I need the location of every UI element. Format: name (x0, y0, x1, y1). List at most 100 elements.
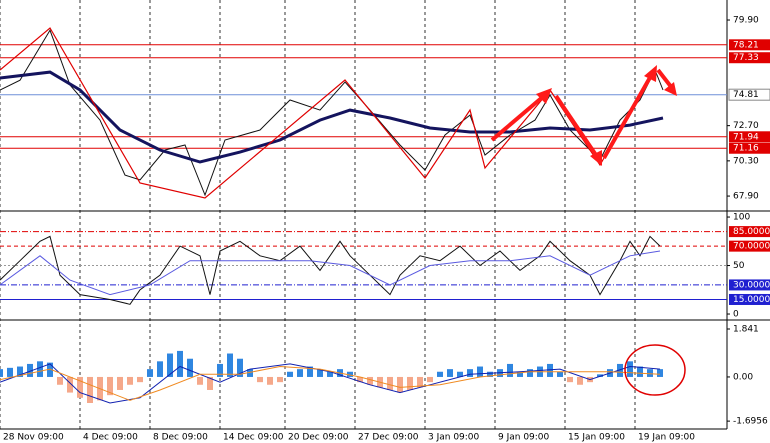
histogram-bar (17, 366, 23, 377)
histogram-bar (37, 361, 43, 377)
histogram-bar (517, 371, 523, 377)
histogram-bar (477, 366, 483, 377)
x-tick-label: 8 Dec 09:00 (153, 433, 208, 443)
level-label: 71.94 (733, 132, 759, 142)
histogram-bar (447, 369, 453, 377)
level-label: 30.0000 (733, 280, 770, 290)
y-tick-label: 70.30 (733, 156, 759, 166)
y-tick-label: -1.6956 (733, 417, 768, 427)
y-tick-label: 50 (733, 261, 745, 271)
histogram-bar (157, 361, 163, 377)
histogram-bar (197, 376, 203, 385)
y-tick-label: 1.841 (733, 325, 759, 335)
histogram-bar (647, 369, 653, 377)
level-label: 74.81 (733, 90, 759, 100)
x-tick-label: 19 Jan 09:00 (638, 433, 695, 443)
histogram-bar (597, 374, 603, 377)
histogram-bar (317, 369, 323, 377)
histogram-bar (27, 363, 33, 377)
histogram-bar (557, 371, 563, 377)
histogram-bar (467, 369, 473, 377)
arrow-head (536, 88, 552, 104)
histogram-bar (177, 350, 183, 377)
histogram-bar (547, 363, 553, 377)
histogram-bar (297, 369, 303, 377)
level-label-box (729, 279, 770, 291)
level-label: 71.16 (733, 144, 759, 154)
histogram-bar (147, 369, 153, 377)
histogram-bar (577, 376, 583, 385)
level-label-box (729, 226, 770, 238)
level-label: 77.33 (733, 53, 759, 63)
histogram-bar (527, 369, 533, 377)
histogram-bar (357, 376, 363, 383)
level-label: 85.0000 (733, 227, 770, 237)
histogram-bar (77, 376, 83, 398)
arrow (656, 68, 674, 90)
annotations (0, 27, 686, 396)
arrow (602, 73, 654, 159)
histogram-bar (287, 371, 293, 377)
x-tick-label: 15 Jan 09:00 (568, 433, 625, 443)
histogram-bar (657, 369, 663, 377)
histogram-bar (387, 376, 393, 390)
level-label-box (729, 39, 770, 51)
histogram-bar (217, 363, 223, 377)
x-tick-label: 4 Dec 09:00 (83, 433, 138, 443)
histogram-bar (627, 361, 633, 377)
arrow-head (664, 82, 677, 96)
x-tick-label: 28 Nov 09:00 (3, 433, 64, 443)
level-label: 70.0000 (733, 242, 770, 252)
level-label: 78.21 (733, 40, 759, 50)
histogram-bar (107, 376, 113, 396)
histogram-bar (507, 363, 513, 377)
x-tick-label: 3 Jan 09:00 (428, 433, 480, 443)
highlight-circle (624, 344, 686, 396)
series-line (0, 363, 661, 404)
x-tick-label: 20 Dec 09:00 (288, 433, 349, 443)
histogram-bar (47, 362, 53, 377)
series-line (0, 365, 661, 401)
histogram-bar (57, 376, 63, 385)
histogram-bar (487, 371, 493, 377)
histogram-bar (67, 376, 73, 393)
histogram-bar (7, 367, 13, 377)
level-label-box (728, 88, 770, 101)
histogram-bar (207, 376, 213, 390)
histogram-bar (237, 358, 243, 377)
histogram-bar (277, 376, 283, 383)
series-line (0, 70, 664, 164)
x-tick-label: 14 Dec 09:00 (223, 433, 284, 443)
y-tick-label: 0 (733, 310, 739, 320)
histogram-bar (257, 376, 263, 383)
series-line (0, 235, 661, 305)
histogram-bar (117, 376, 123, 390)
y-tick-label: 100 (733, 213, 750, 223)
level-label-box (729, 240, 770, 252)
y-tick-label: 72.70 (733, 121, 759, 131)
level-label-box (729, 142, 770, 154)
histogram-bar (397, 376, 403, 393)
histogram-bar (367, 376, 373, 385)
histogram-bar (327, 371, 333, 377)
series-line (0, 250, 661, 296)
level-label-box (729, 293, 770, 305)
x-tick-label: 9 Jan 09:00 (498, 433, 550, 443)
arrow (554, 94, 600, 160)
y-tick-label: 0.00 (733, 372, 753, 382)
arrow-head (644, 65, 657, 82)
histogram-bar (167, 353, 173, 377)
histogram-bar (417, 376, 423, 388)
arrow-head (590, 150, 602, 166)
histogram-bar (127, 376, 133, 385)
histogram-bar (457, 371, 463, 377)
y-tick-label: 79.90 (733, 16, 759, 26)
histogram-bar (407, 376, 413, 390)
histogram-bar (567, 376, 573, 383)
histogram-bar (637, 366, 643, 377)
level-label: 15.0000 (733, 295, 770, 305)
histogram-bar (427, 376, 433, 383)
histogram-bar (347, 371, 353, 377)
